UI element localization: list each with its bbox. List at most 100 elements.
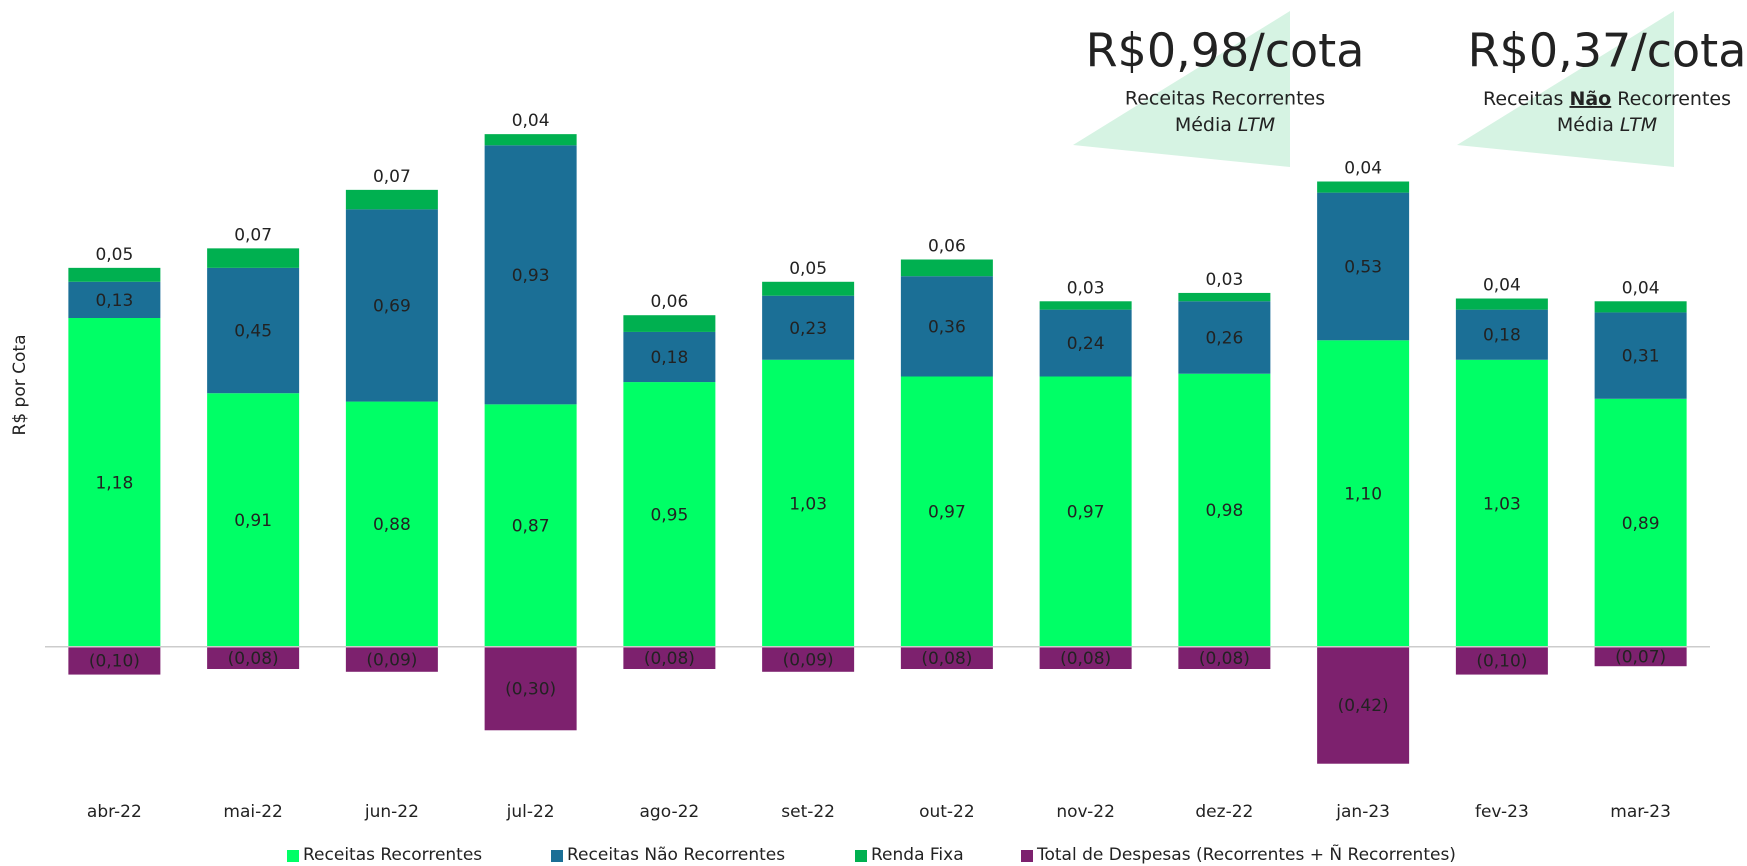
x-tick-label: jan-23 <box>1335 802 1390 822</box>
annotation-text: Receitas Não Recorrentes <box>1483 88 1731 110</box>
bar-segment <box>484 134 577 146</box>
annotation-shape <box>1457 11 1674 167</box>
data-label: 0,03 <box>1067 278 1105 298</box>
annotation-text: Não <box>1569 88 1611 110</box>
data-label: (0,09) <box>366 650 417 670</box>
bar-segment <box>623 646 716 669</box>
annotation-headline: R$0,37/cota <box>1468 24 1747 78</box>
data-label: (0,42) <box>1338 696 1389 716</box>
bar-segment <box>345 646 438 672</box>
data-label: 0,05 <box>789 259 827 279</box>
data-label: 1,03 <box>1483 494 1521 514</box>
data-label: 0,04 <box>1483 276 1521 296</box>
bar-segment <box>623 331 716 383</box>
bar-segment <box>1039 309 1132 377</box>
legend-label: Receitas Recorrentes <box>303 845 482 865</box>
data-label: 0,53 <box>1344 257 1382 277</box>
annotation-text: Recorrentes <box>1617 88 1731 110</box>
annotation-shape <box>1073 11 1290 167</box>
annotation-text: Média <box>1175 114 1232 136</box>
bar-segment <box>345 209 438 402</box>
bar-segment <box>68 646 161 675</box>
bar-segment <box>762 646 855 672</box>
bar-segment <box>1178 373 1271 647</box>
data-label: 1,10 <box>1344 485 1382 505</box>
bar-segment <box>207 248 300 268</box>
annotation-text: Média LTM <box>1175 114 1275 136</box>
x-tick-label: mai-22 <box>223 802 282 822</box>
x-tick-label: ago-22 <box>640 802 700 822</box>
data-label: (0,10) <box>89 652 140 672</box>
data-label: (0,07) <box>1615 647 1666 667</box>
data-label: (0,30) <box>505 680 556 700</box>
data-label: 0,87 <box>512 517 550 537</box>
data-label: (0,08) <box>1060 649 1111 669</box>
bar-segment <box>1039 301 1132 310</box>
data-label: 0,06 <box>928 237 966 257</box>
data-label: 0,36 <box>928 317 966 337</box>
bar-segment <box>1594 301 1687 313</box>
bar-segment <box>484 646 577 731</box>
annotation-headline: R$0,98/cota <box>1086 24 1365 78</box>
data-label: 0,24 <box>1067 334 1105 354</box>
x-tick-label: mar-23 <box>1610 802 1671 822</box>
x-tick-label: fev-23 <box>1475 802 1529 822</box>
bar-segment <box>1317 340 1410 647</box>
bar-segment <box>1455 359 1548 647</box>
bar-segment <box>900 276 993 377</box>
bar-segment <box>1594 398 1687 647</box>
x-tick-label: set-22 <box>781 802 835 822</box>
bar-segment <box>1178 292 1271 302</box>
data-label: (0,08) <box>921 649 972 669</box>
y-axis-label: R$ por Cota <box>10 335 30 436</box>
data-label: 0,89 <box>1622 514 1660 534</box>
x-tick-label: nov-22 <box>1056 802 1115 822</box>
bar-segment <box>1455 646 1548 675</box>
data-label: 0,69 <box>373 296 411 316</box>
data-label: 0,88 <box>373 515 411 535</box>
data-label: 0,13 <box>95 291 133 311</box>
bar-segment <box>623 382 716 647</box>
bar-segment <box>484 145 577 405</box>
annotation-text: LTM <box>1620 114 1657 136</box>
data-label: 0,23 <box>789 319 827 339</box>
bar-segment <box>68 281 161 318</box>
annotation-text: Média LTM <box>1557 114 1657 136</box>
bar-segment <box>1039 376 1132 647</box>
data-label: 1,18 <box>95 473 133 493</box>
data-label: 1,03 <box>789 494 827 514</box>
bar-segment <box>1317 192 1410 341</box>
data-label: 0,93 <box>512 266 550 286</box>
data-label: 0,18 <box>650 348 688 368</box>
bar-segment <box>900 376 993 647</box>
annotation-text: Receitas <box>1483 88 1563 110</box>
data-label: (0,08) <box>1199 649 1250 669</box>
bar-segment <box>345 189 438 210</box>
data-label: 0,03 <box>1205 270 1243 290</box>
data-label: 0,31 <box>1622 347 1660 367</box>
bar-segment <box>1455 298 1548 310</box>
data-label: 0,06 <box>650 292 688 312</box>
data-label: 0,91 <box>234 511 272 531</box>
annotation-text: LTM <box>1238 114 1275 136</box>
legend-label: Total de Despesas (Recorrentes + Ñ Recor… <box>1036 843 1456 865</box>
bar-segment <box>762 359 855 647</box>
data-label: 0,05 <box>95 245 133 265</box>
legend-swatch <box>287 850 299 862</box>
legend-label: Receitas Não Recorrentes <box>567 845 785 865</box>
data-label: 0,04 <box>512 111 550 131</box>
data-label: 0,26 <box>1205 329 1243 349</box>
data-label: 0,95 <box>650 505 688 525</box>
bar-segment <box>900 646 993 669</box>
bar-segment <box>1178 646 1271 669</box>
data-label: 0,18 <box>1483 326 1521 346</box>
bar-segment <box>1594 312 1687 399</box>
data-label: 0,98 <box>1205 501 1243 521</box>
data-label: 0,07 <box>234 225 272 245</box>
bar-segment <box>484 404 577 647</box>
data-label: (0,08) <box>228 649 279 669</box>
data-label: (0,10) <box>1476 652 1527 672</box>
bar-segment <box>68 267 161 282</box>
bar-segment <box>207 646 300 669</box>
